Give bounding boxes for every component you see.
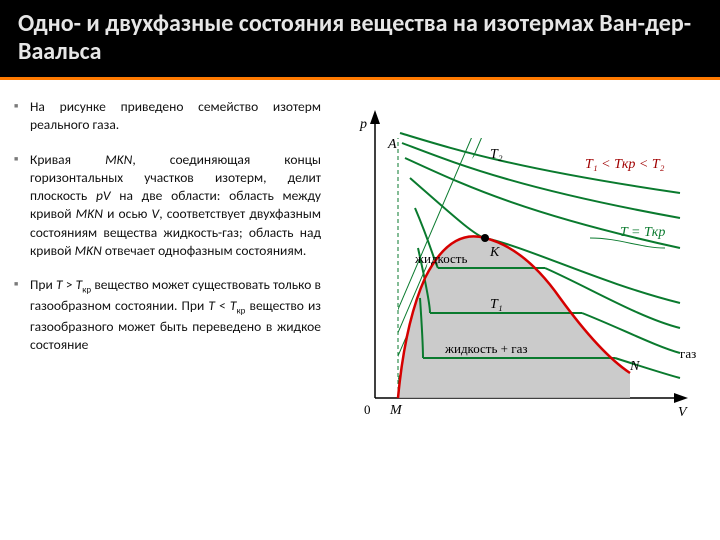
label-t2: T₂ bbox=[490, 147, 503, 162]
pv-diagram: A p V 0 M N K T₁ T₂ жидкость жидкость + … bbox=[330, 98, 710, 438]
bullet-3: При T > Tкр вещество может существовать … bbox=[14, 276, 321, 354]
label-v: V bbox=[678, 405, 688, 420]
label-m: M bbox=[389, 403, 403, 418]
label-gas: газ bbox=[680, 346, 696, 361]
point-k bbox=[481, 234, 489, 242]
slide-title: Одно- и двухфазные состояния вещества на… bbox=[18, 10, 702, 65]
label-liquid: жидкость bbox=[414, 251, 467, 266]
bullet-1: На рисунке приведено семейство изотерм р… bbox=[14, 98, 321, 134]
bullet-2: Кривая MKN, соединяющая концы горизонтал… bbox=[14, 151, 321, 260]
label-origin: 0 bbox=[364, 402, 371, 417]
label-order: T₁ < Tкр < T₂ bbox=[585, 157, 665, 172]
p-axis-arrow bbox=[370, 110, 380, 124]
diagram-column: A p V 0 M N K T₁ T₂ жидкость жидкость + … bbox=[329, 98, 710, 530]
label-a: A bbox=[387, 137, 397, 152]
label-twophase: жидкость + газ bbox=[444, 341, 527, 356]
bullet-list: На рисунке приведено семейство изотерм р… bbox=[14, 98, 321, 354]
label-crit: T = Tкр bbox=[620, 225, 665, 240]
slide: Одно- и двухфазные состояния вещества на… bbox=[0, 0, 720, 540]
v-axis-arrow bbox=[674, 393, 688, 403]
content-area: На рисунке приведено семейство изотерм р… bbox=[0, 80, 720, 540]
label-n: N bbox=[629, 359, 640, 374]
label-k: K bbox=[489, 245, 500, 260]
text-column: На рисунке приведено семейство изотерм р… bbox=[14, 98, 329, 530]
label-p: p bbox=[359, 117, 367, 132]
title-bar: Одно- и двухфазные состояния вещества на… bbox=[0, 0, 720, 80]
label-t1: T₁ bbox=[490, 297, 503, 312]
